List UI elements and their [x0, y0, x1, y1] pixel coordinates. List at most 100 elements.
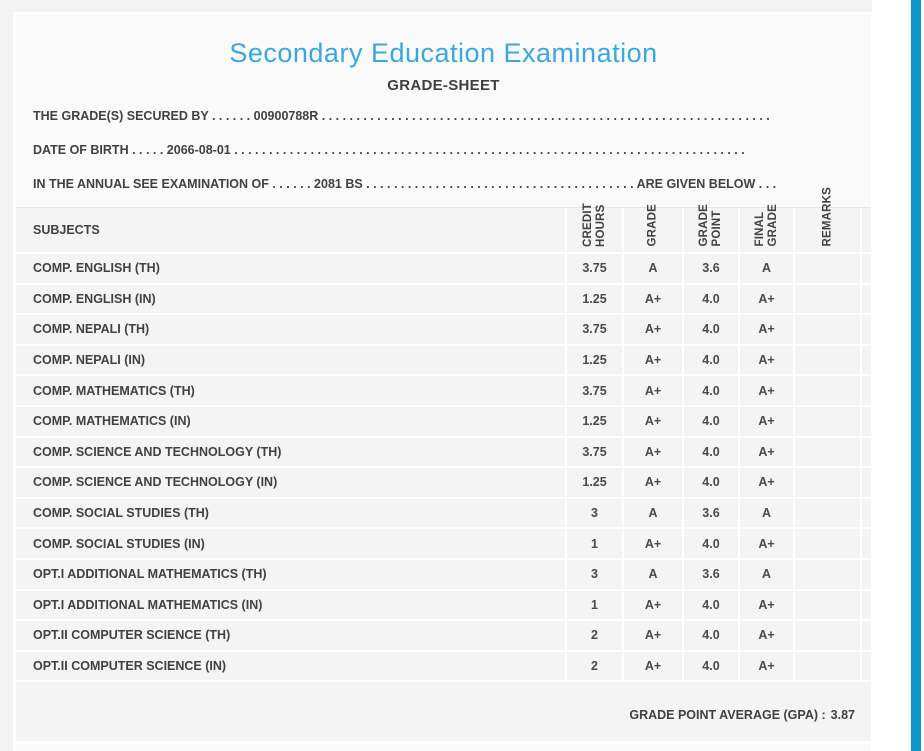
page-top-gutter — [0, 0, 872, 12]
credit-hours-cell: 1 — [565, 529, 622, 558]
grade-point-cell: 3.6 — [682, 559, 738, 589]
gpa-summary-row: GRADE POINT AVERAGE (GPA) : 3.87 — [16, 680, 871, 741]
spacer-cell — [860, 345, 871, 375]
spacer-cell — [860, 376, 871, 405]
scrollbar-thumb[interactable] — [911, 0, 921, 751]
table-row: COMP. SCIENCE AND TECHNOLOGY (IN) 1.25 A… — [16, 466, 871, 497]
credit-hours-cell: 3.75 — [565, 437, 622, 467]
column-header-grade-point: GRADE POINT — [682, 204, 738, 252]
final-grade-cell: A+ — [738, 621, 793, 650]
gpa-label: GRADE POINT AVERAGE (GPA) : — [629, 708, 826, 723]
grade-point-cell: 4.0 — [682, 376, 738, 405]
credit-hours-cell: 2 — [565, 651, 622, 681]
subject-cell: COMP. ENGLISH (TH) — [33, 261, 160, 276]
final-grade-cell: A+ — [738, 651, 793, 681]
grade-sheet-card: Secondary Education Examination GRADE-SH… — [13, 12, 871, 741]
remarks-cell — [793, 376, 860, 405]
table-row: OPT.II COMPUTER SCIENCE (TH) 2 A+ 4.0 A+ — [16, 619, 871, 650]
grade-cell: A+ — [622, 590, 682, 620]
grade-point-cell: 4.0 — [682, 406, 738, 436]
grade-vertical-label: GRADE — [646, 204, 659, 247]
subject-cell: COMP. SCIENCE AND TECHNOLOGY (IN) — [33, 475, 278, 490]
table-row: COMP. ENGLISH (IN) 1.25 A+ 4.0 A+ — [16, 282, 871, 314]
remarks-cell — [793, 529, 860, 558]
grade-point-cell: 4.0 — [682, 437, 738, 467]
credit-hours-vertical-label: CREDIT HOURS — [581, 202, 607, 247]
grade-cell: A — [622, 254, 682, 283]
remarks-cell — [793, 621, 860, 650]
table-row: COMP. SOCIAL STUDIES (IN) 1 A+ 4.0 A+ — [16, 527, 871, 558]
credit-hours-cell: 3.75 — [565, 254, 622, 283]
table-row: OPT.I ADDITIONAL MATHEMATICS (TH) 3 A 3.… — [16, 557, 871, 589]
subject-cell: COMP. ENGLISH (IN) — [33, 291, 156, 306]
grade-table-body: COMP. ENGLISH (TH) 3.75 A 3.6 A COMP. EN… — [16, 252, 871, 681]
subject-cell: OPT.I ADDITIONAL MATHEMATICS (IN) — [33, 597, 263, 612]
grade-cell: A+ — [622, 345, 682, 375]
grade-cell: A — [622, 498, 682, 528]
remarks-cell — [793, 468, 860, 497]
table-row: COMP. MATHEMATICS (TH) 3.75 A+ 4.0 A+ — [16, 374, 871, 405]
final-grade-vertical-label: FINAL GRADE — [753, 204, 779, 247]
remarks-vertical-label: REMARKS — [820, 187, 833, 247]
grade-point-cell: 4.0 — [682, 468, 738, 497]
final-grade-cell: A+ — [738, 437, 793, 467]
final-grade-cell: A+ — [738, 345, 793, 375]
credit-hours-cell: 3 — [565, 498, 622, 528]
grade-point-cell: 4.0 — [682, 315, 738, 344]
final-grade-cell: A+ — [738, 468, 793, 497]
remarks-cell — [793, 651, 860, 681]
page-title: Secondary Education Examination — [229, 38, 658, 68]
credit-hours-cell: 3 — [565, 559, 622, 589]
final-grade-cell: A+ — [738, 284, 793, 314]
final-grade-cell: A — [738, 498, 793, 528]
spacer-cell — [860, 284, 871, 314]
subject-cell: COMP. SOCIAL STUDIES (TH) — [33, 506, 209, 521]
credit-hours-cell: 1 — [565, 590, 622, 620]
final-grade-cell: A+ — [738, 529, 793, 558]
grade-cell: A+ — [622, 406, 682, 436]
final-grade-cell: A+ — [738, 315, 793, 344]
credit-hours-cell: 3.75 — [565, 376, 622, 405]
grade-cell: A+ — [622, 284, 682, 314]
grade-cell: A+ — [622, 376, 682, 405]
grade-point-cell: 4.0 — [682, 621, 738, 650]
grade-point-cell: 4.0 — [682, 345, 738, 375]
grade-table-header: SUBJECTS CREDIT HOURS GRADE GRADE POINT … — [16, 187, 871, 252]
table-row: COMP. SCIENCE AND TECHNOLOGY (TH) 3.75 A… — [16, 435, 871, 467]
examination-year-line: IN THE ANNUAL SEE EXAMINATION OF . . . .… — [33, 177, 777, 191]
column-header-final-grade: FINAL GRADE — [738, 204, 793, 252]
spacer-cell — [860, 590, 871, 620]
table-row: COMP. SOCIAL STUDIES (TH) 3 A 3.6 A — [16, 496, 871, 528]
remarks-cell — [793, 254, 860, 283]
remarks-cell — [793, 498, 860, 528]
page-subtitle: GRADE-SHEET — [387, 77, 500, 94]
subject-cell: COMP. SOCIAL STUDIES (IN) — [33, 536, 205, 551]
remarks-cell — [793, 437, 860, 467]
remarks-cell — [793, 315, 860, 344]
grade-cell: A+ — [622, 651, 682, 681]
subject-cell: COMP. NEPALI (TH) — [33, 322, 150, 337]
next-section-edge — [13, 744, 871, 751]
final-grade-cell: A — [738, 254, 793, 283]
grade-cell: A+ — [622, 529, 682, 558]
remarks-cell — [793, 284, 860, 314]
table-row: OPT.II COMPUTER SCIENCE (IN) 2 A+ 4.0 A+ — [16, 649, 871, 681]
column-header-grade: GRADE — [622, 204, 682, 252]
spacer-cell — [860, 315, 871, 344]
grade-point-cell: 4.0 — [682, 590, 738, 620]
grade-cell: A+ — [622, 315, 682, 344]
subject-cell: COMP. NEPALI (IN) — [33, 353, 146, 368]
spacer-cell — [860, 559, 871, 589]
remarks-cell — [793, 590, 860, 620]
spacer-cell — [860, 437, 871, 467]
subject-cell: OPT.II COMPUTER SCIENCE (TH) — [33, 628, 231, 643]
remarks-cell — [793, 559, 860, 589]
student-id-line: THE GRADE(S) SECURED BY . . . . . . 0090… — [33, 109, 770, 123]
final-grade-cell: A+ — [738, 406, 793, 436]
grade-point-cell: 3.6 — [682, 254, 738, 283]
subject-cell: COMP. SCIENCE AND TECHNOLOGY (TH) — [33, 444, 282, 459]
final-grade-cell: A+ — [738, 590, 793, 620]
grade-point-cell: 4.0 — [682, 284, 738, 314]
grade-point-cell: 4.0 — [682, 529, 738, 558]
credit-hours-cell: 3.75 — [565, 315, 622, 344]
